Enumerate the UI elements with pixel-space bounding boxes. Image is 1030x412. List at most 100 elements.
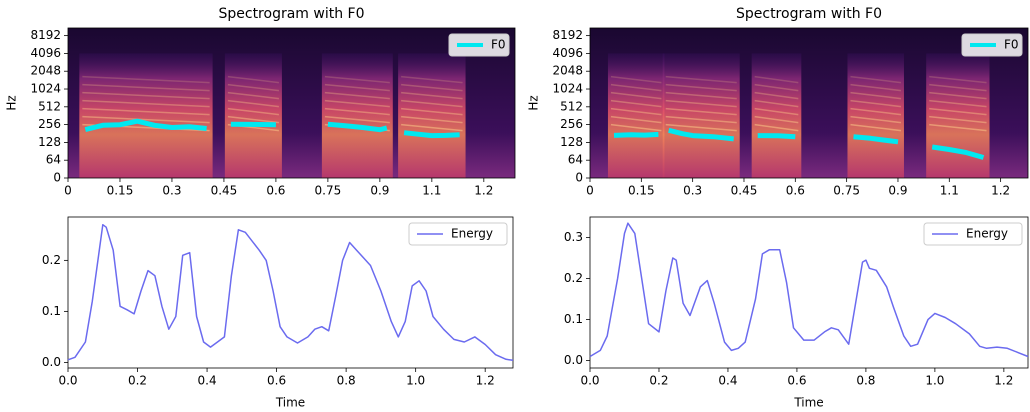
harmonic (929, 75, 987, 84)
harmonic (754, 91, 799, 100)
x-tick-label: 0.45 (731, 184, 758, 198)
y-tick-label: 4096 (30, 46, 61, 60)
y-tick-label: 0.0 (564, 353, 583, 367)
y-tick-label: 0.2 (564, 271, 583, 285)
y-tick-label: 128 (560, 135, 583, 149)
harmonic (929, 107, 987, 116)
harmonic (227, 75, 279, 84)
voiced-region (79, 53, 213, 178)
harmonic (227, 107, 279, 116)
voiced-region (847, 53, 904, 178)
series-line (84, 118, 460, 139)
harmonic (82, 91, 210, 100)
harmonic (754, 123, 799, 132)
legend-label: F0 (491, 38, 506, 52)
harmonic (850, 91, 902, 100)
harmonic (754, 83, 799, 92)
harmonic (401, 115, 463, 124)
harmonic (754, 115, 799, 124)
chart-title: Spectrogram with F0 (218, 6, 364, 22)
harmonic (610, 91, 662, 100)
harmonic (665, 83, 737, 92)
x-tick-label: 0.8 (856, 374, 875, 388)
harmonic (401, 75, 463, 84)
x-tick-label: 0.6 (786, 184, 805, 198)
series-line (613, 127, 985, 160)
x-tick-label: 0 (64, 184, 72, 198)
harmonic (850, 75, 902, 84)
harmonic (82, 75, 210, 84)
x-tick-label: 0.15 (628, 184, 655, 198)
harmonic (401, 83, 463, 92)
x-tick-label: 1.2 (991, 184, 1010, 198)
harmonic (754, 99, 799, 108)
harmonic (850, 99, 902, 108)
x-tick-label: 0.0 (580, 374, 599, 388)
voiced-region (321, 53, 393, 178)
x-axis-label: Time (275, 396, 305, 410)
y-axis-label: Hz (5, 95, 19, 110)
x-tick-label: 0.2 (649, 374, 668, 388)
legend-label: Energy (966, 227, 1008, 241)
x-tick-label: 0.0 (58, 374, 77, 388)
harmonic (401, 107, 463, 116)
voiced-region (926, 53, 990, 178)
voiced-region (398, 53, 466, 178)
axes-frame (589, 216, 1029, 369)
harmonic (610, 115, 662, 124)
harmonic (324, 99, 390, 108)
harmonic (610, 123, 662, 132)
legend-label: Energy (451, 227, 493, 241)
voiced-region (662, 53, 740, 178)
harmonic (850, 83, 902, 92)
chart-title: Spectrogram with F0 (736, 6, 882, 22)
y-tick-label: 2048 (552, 64, 583, 78)
x-tick-label: 0.6 (267, 374, 286, 388)
y-tick-label: 1024 (552, 82, 583, 96)
axes-frame (67, 216, 514, 369)
harmonic (850, 123, 902, 132)
harmonic (665, 91, 737, 100)
harmonic (401, 123, 463, 132)
x-tick-label: 0.3 (162, 184, 181, 198)
harmonic (82, 83, 210, 92)
legend-label: F0 (1004, 38, 1019, 52)
y-tick-label: 2048 (30, 64, 61, 78)
x-tick-label: 0.75 (833, 184, 860, 198)
y-tick-label: 0.1 (564, 312, 583, 326)
harmonic (227, 83, 279, 92)
harmonic (82, 107, 210, 116)
harmonic (754, 107, 799, 116)
harmonic (665, 123, 737, 132)
harmonic (665, 115, 737, 124)
x-tick-label: 0.9 (888, 184, 907, 198)
legend-box (923, 222, 1023, 246)
harmonic (324, 75, 390, 84)
x-tick-label: 0.15 (107, 184, 134, 198)
y-tick-label: 1024 (30, 82, 61, 96)
legend-box (408, 222, 508, 246)
harmonic (754, 75, 799, 84)
x-tick-label: 1.1 (940, 184, 959, 198)
axes-frame (67, 27, 516, 179)
x-axis-label: Time (793, 396, 823, 410)
y-tick-label: 512 (560, 99, 583, 113)
x-tick-label: 0.6 (787, 374, 806, 388)
x-tick-label: 0.3 (683, 184, 702, 198)
harmonic (82, 99, 210, 108)
y-tick-label: 0.1 (42, 304, 61, 318)
voiced-region (751, 53, 802, 178)
harmonic (324, 115, 390, 124)
harmonic (929, 83, 987, 92)
x-tick-label: 0.6 (266, 184, 285, 198)
y-tick-label: 256 (38, 117, 61, 131)
harmonic (665, 75, 737, 84)
harmonic (850, 107, 902, 116)
x-tick-label: 0.75 (315, 184, 342, 198)
y-axis-label: Hz (527, 95, 541, 110)
x-tick-label: 0.45 (211, 184, 238, 198)
x-tick-label: 1.2 (994, 374, 1013, 388)
x-tick-label: 1.0 (406, 374, 425, 388)
harmonic (665, 107, 737, 116)
